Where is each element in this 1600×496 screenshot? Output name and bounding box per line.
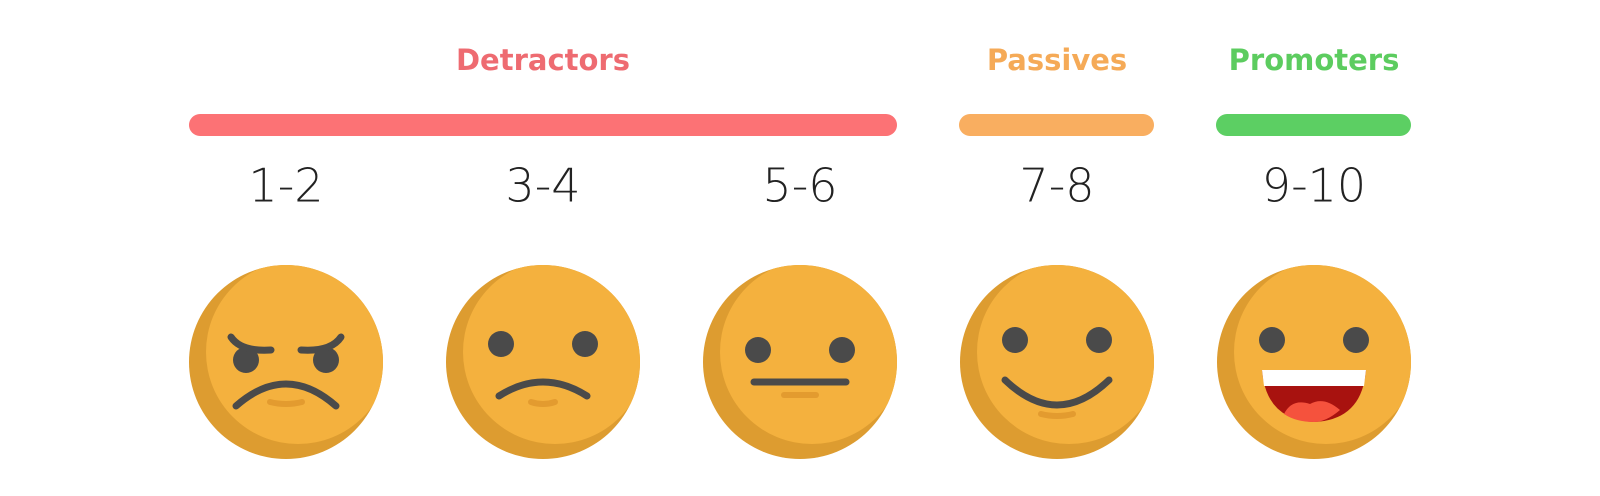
group-title: Detractors: [456, 43, 630, 77]
group-bar: [959, 114, 1154, 136]
score-range: 5-6: [762, 159, 837, 213]
sad-face: [446, 260, 647, 459]
score-range: 7-8: [1019, 159, 1094, 213]
laughing-face: [1217, 260, 1418, 459]
group-title: Passives: [987, 43, 1127, 77]
score-range: 9-10: [1262, 159, 1366, 213]
neutral-face: [703, 260, 904, 459]
angry-face: [189, 260, 390, 459]
group-bar: [189, 114, 897, 136]
group-bar: [1216, 114, 1411, 136]
happy-face: [960, 260, 1161, 459]
score-range: 1-2: [248, 159, 323, 213]
group-title: Promoters: [1229, 43, 1400, 77]
score-range: 3-4: [505, 159, 580, 213]
